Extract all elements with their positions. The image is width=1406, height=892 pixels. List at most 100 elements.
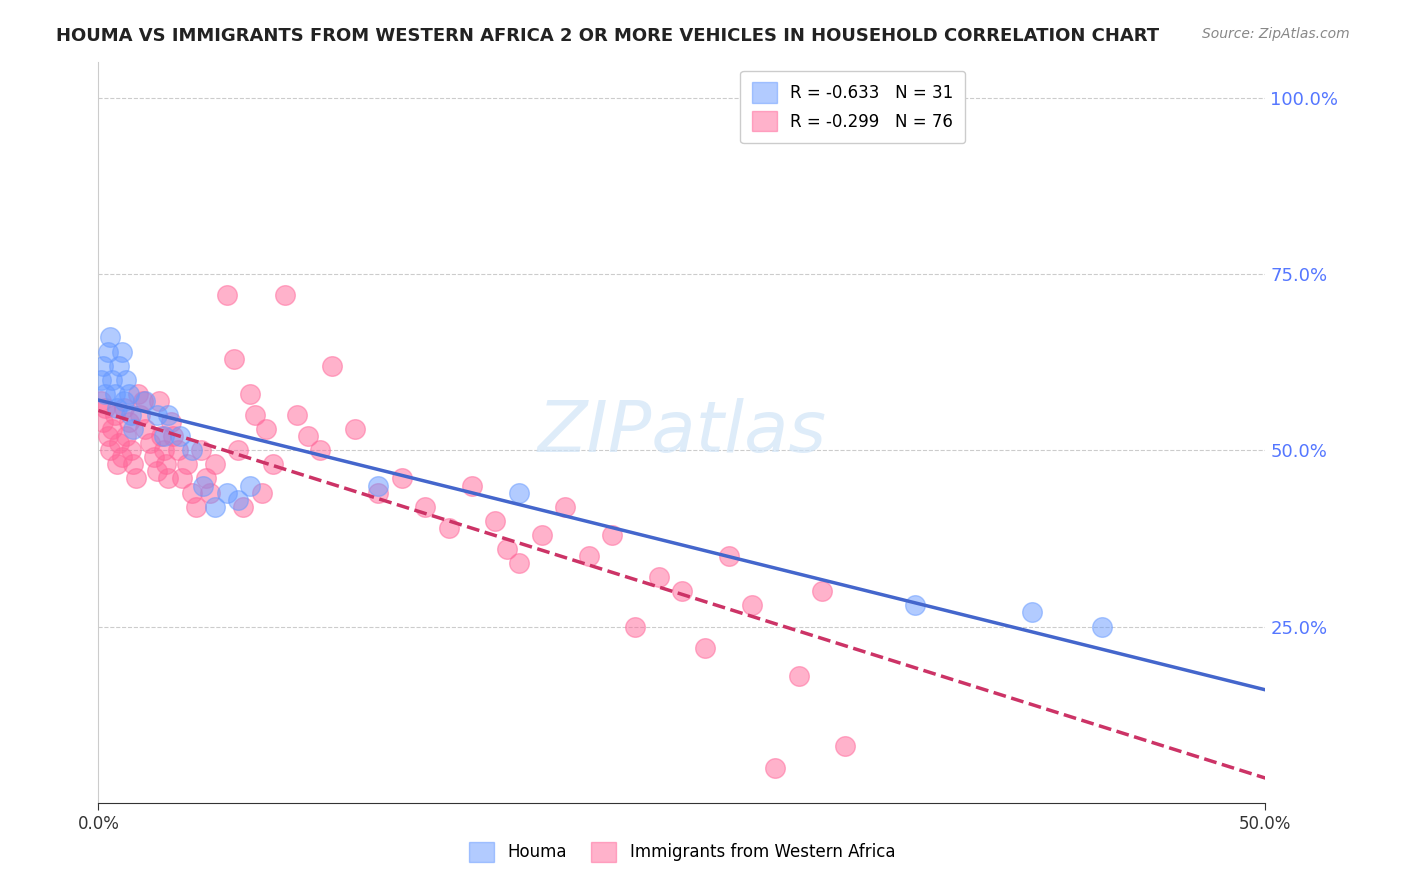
Point xyxy=(166,443,188,458)
Point xyxy=(127,387,149,401)
Point xyxy=(91,359,114,373)
Point xyxy=(204,500,226,514)
Point xyxy=(834,739,856,754)
Point xyxy=(134,422,156,436)
Point xyxy=(461,478,484,492)
Point xyxy=(193,478,215,492)
Point xyxy=(215,288,238,302)
Point xyxy=(413,500,436,514)
Point xyxy=(94,401,117,415)
Point xyxy=(101,422,124,436)
Point xyxy=(134,393,156,408)
Point xyxy=(118,415,141,429)
Point xyxy=(180,485,202,500)
Point xyxy=(624,619,647,633)
Point xyxy=(111,344,134,359)
Point xyxy=(115,373,138,387)
Point xyxy=(152,443,174,458)
Point xyxy=(367,485,389,500)
Point xyxy=(321,359,343,373)
Point xyxy=(1021,606,1043,620)
Point xyxy=(150,429,173,443)
Point xyxy=(176,458,198,472)
Point xyxy=(647,570,669,584)
Point xyxy=(108,359,131,373)
Point xyxy=(200,485,222,500)
Point xyxy=(508,556,530,570)
Text: HOUMA VS IMMIGRANTS FROM WESTERN AFRICA 2 OR MORE VEHICLES IN HOUSEHOLD CORRELAT: HOUMA VS IMMIGRANTS FROM WESTERN AFRICA … xyxy=(56,27,1160,45)
Point xyxy=(309,443,332,458)
Point xyxy=(157,408,180,422)
Point xyxy=(112,401,135,415)
Point xyxy=(695,640,717,655)
Point xyxy=(112,393,135,408)
Point xyxy=(152,429,174,443)
Point xyxy=(108,436,131,450)
Point xyxy=(90,373,112,387)
Point xyxy=(215,485,238,500)
Point xyxy=(391,471,413,485)
Point xyxy=(91,415,114,429)
Point xyxy=(600,528,623,542)
Point xyxy=(228,492,250,507)
Point xyxy=(146,408,169,422)
Point xyxy=(367,478,389,492)
Point xyxy=(437,521,460,535)
Point xyxy=(811,584,834,599)
Point xyxy=(105,458,128,472)
Point xyxy=(111,450,134,465)
Point xyxy=(250,485,273,500)
Point xyxy=(90,393,112,408)
Point xyxy=(143,450,166,465)
Point xyxy=(98,443,121,458)
Point xyxy=(97,429,120,443)
Point xyxy=(232,500,254,514)
Point xyxy=(186,500,208,514)
Point xyxy=(763,760,786,774)
Point xyxy=(508,485,530,500)
Point xyxy=(239,478,262,492)
Point xyxy=(228,443,250,458)
Point xyxy=(104,408,127,422)
Point xyxy=(256,422,278,436)
Point xyxy=(239,387,262,401)
Point xyxy=(190,443,212,458)
Point xyxy=(104,387,127,401)
Point xyxy=(496,541,519,556)
Point xyxy=(155,458,177,472)
Point xyxy=(180,443,202,458)
Point xyxy=(484,514,506,528)
Point xyxy=(194,471,217,485)
Point xyxy=(105,401,128,415)
Legend: Houma, Immigrants from Western Africa: Houma, Immigrants from Western Africa xyxy=(463,835,901,869)
Point xyxy=(159,415,181,429)
Point xyxy=(162,429,184,443)
Point xyxy=(118,387,141,401)
Point xyxy=(169,429,191,443)
Point xyxy=(204,458,226,472)
Point xyxy=(741,599,763,613)
Point xyxy=(717,549,740,563)
Point xyxy=(101,373,124,387)
Text: ZIPatlas: ZIPatlas xyxy=(537,398,827,467)
Point xyxy=(97,344,120,359)
Point xyxy=(671,584,693,599)
Point xyxy=(1091,619,1114,633)
Point xyxy=(98,330,121,344)
Point xyxy=(120,443,142,458)
Point xyxy=(132,393,155,408)
Point xyxy=(222,351,245,366)
Point xyxy=(148,393,170,408)
Point xyxy=(146,464,169,478)
Point xyxy=(262,458,284,472)
Point xyxy=(157,471,180,485)
Point xyxy=(530,528,553,542)
Point xyxy=(904,599,927,613)
Point xyxy=(554,500,576,514)
Point xyxy=(787,669,810,683)
Point xyxy=(285,408,308,422)
Point xyxy=(274,288,297,302)
Point xyxy=(129,408,152,422)
Text: Source: ZipAtlas.com: Source: ZipAtlas.com xyxy=(1202,27,1350,41)
Point xyxy=(120,408,142,422)
